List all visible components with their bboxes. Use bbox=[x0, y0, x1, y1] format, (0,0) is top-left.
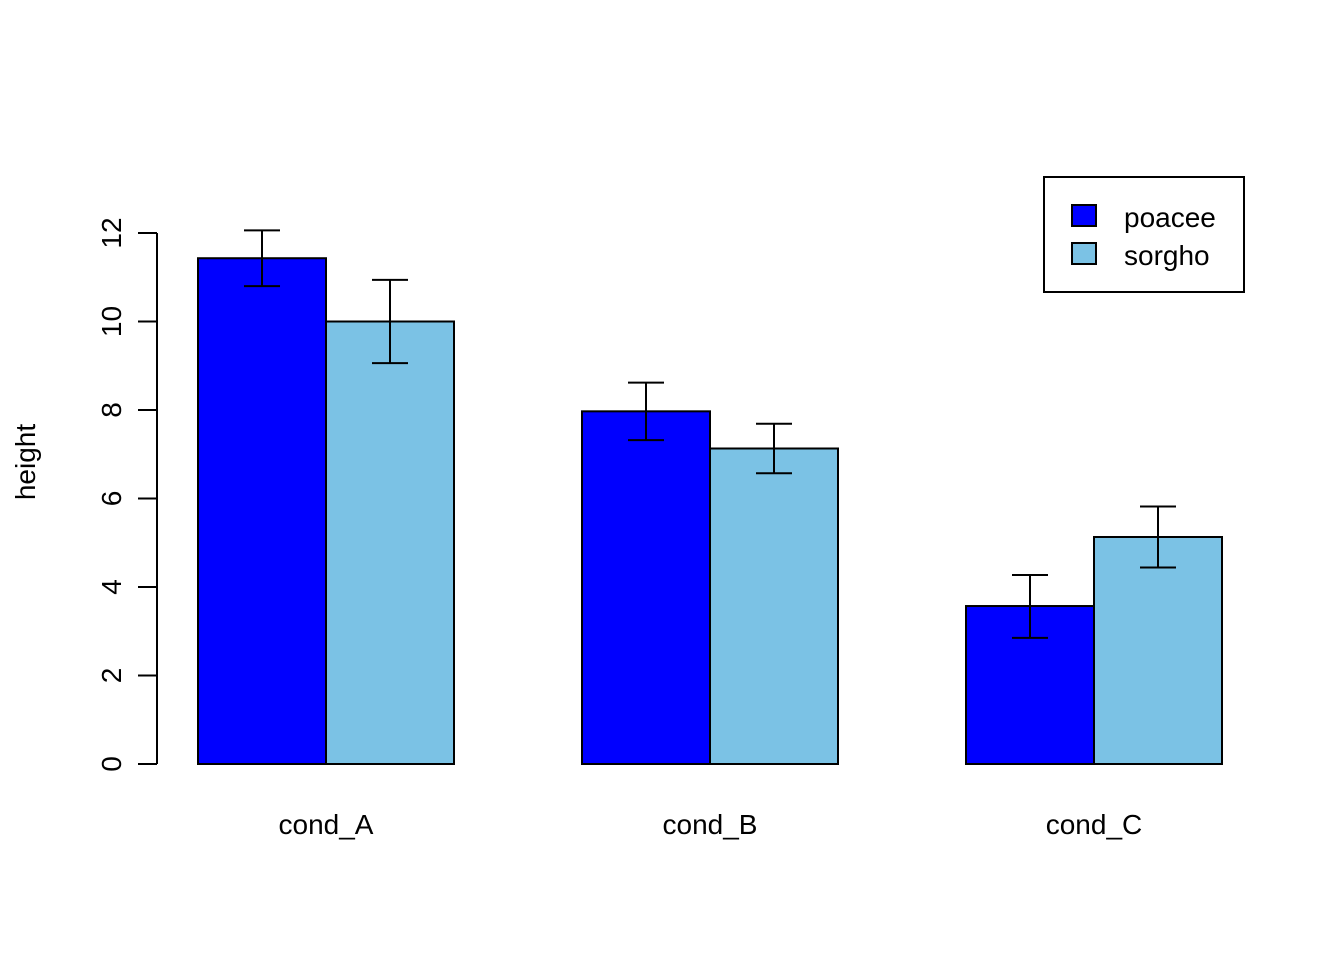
legend-box bbox=[1043, 176, 1245, 293]
error-bar-sorgho-cond_B bbox=[756, 422, 792, 475]
error-bar-poacee-cond_B bbox=[628, 381, 664, 442]
bar-sorgho-cond_A bbox=[325, 320, 455, 765]
x-axis-labels: cond_A cond_B cond_C bbox=[279, 809, 1143, 840]
y-ticks: 0 2 4 6 8 10 12 bbox=[96, 217, 157, 772]
x-category-label: cond_B bbox=[663, 809, 758, 840]
error-bar-sorgho-cond_A bbox=[372, 278, 408, 365]
y-tick-label: 10 bbox=[96, 306, 127, 337]
legend-label-sorgho: sorgho bbox=[1124, 240, 1210, 271]
legend-swatch-poacee bbox=[1071, 204, 1097, 227]
y-axis: 0 2 4 6 8 10 12 bbox=[96, 217, 158, 772]
legend: poacee sorgho bbox=[1043, 176, 1245, 293]
bar-sorgho-cond_B bbox=[709, 447, 839, 765]
y-tick-label: 12 bbox=[96, 217, 127, 248]
y-tick-label: 2 bbox=[96, 668, 127, 684]
bar-sorgho-cond_C bbox=[1093, 535, 1223, 765]
y-tick-label: 4 bbox=[96, 579, 127, 595]
bars-layer bbox=[197, 257, 1223, 766]
y-axis-title: height bbox=[10, 424, 41, 501]
x-category-label: cond_A bbox=[279, 809, 374, 840]
bar-poacee-cond_A bbox=[197, 257, 327, 765]
legend-swatch-sorgho bbox=[1071, 242, 1097, 265]
bar-poacee-cond_B bbox=[581, 410, 711, 765]
error-bars-layer bbox=[244, 229, 1176, 639]
error-bar-sorgho-cond_C bbox=[1140, 505, 1176, 569]
error-bar-poacee-cond_C bbox=[1012, 574, 1048, 639]
y-tick-label: 0 bbox=[96, 756, 127, 772]
x-category-label: cond_C bbox=[1046, 809, 1143, 840]
legend-label-poacee: poacee bbox=[1124, 202, 1216, 233]
y-tick-label: 8 bbox=[96, 402, 127, 418]
y-tick-label: 6 bbox=[96, 491, 127, 507]
error-bar-poacee-cond_A bbox=[244, 229, 280, 288]
